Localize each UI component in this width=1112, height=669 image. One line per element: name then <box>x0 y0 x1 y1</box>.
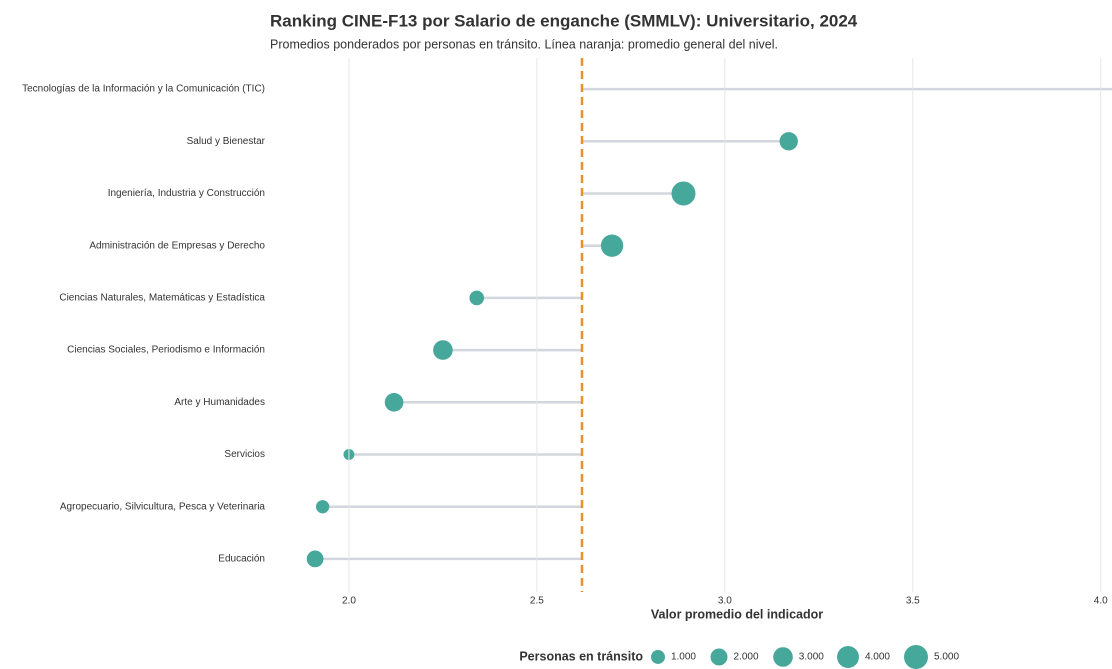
legend-label: 2.000 <box>734 652 759 663</box>
x-tick-label: 4.0 <box>1094 596 1108 607</box>
y-tick-label: Arte y Humanidades <box>174 397 265 408</box>
dot <box>671 181 696 206</box>
dot <box>384 392 404 412</box>
legend-label: 5.000 <box>934 652 959 663</box>
legend-dot <box>837 646 859 668</box>
y-tick-label: Ingeniería, Industria y Construcción <box>108 188 265 199</box>
dot <box>306 550 324 568</box>
x-axis-title: Valor promedio del indicador <box>651 607 823 621</box>
legend-dot <box>904 645 928 669</box>
dot <box>315 500 330 514</box>
y-tick-label: Servicios <box>224 449 265 460</box>
x-tick-label: 3.5 <box>906 596 920 607</box>
y-tick-label: Ciencias Naturales, Matemáticas y Estadí… <box>59 293 265 304</box>
plot-area <box>306 87 1112 568</box>
dot <box>600 234 624 257</box>
y-tick-label: Ciencias Sociales, Periodismo e Informac… <box>67 345 265 356</box>
dot <box>433 340 453 360</box>
legend-label: 4.000 <box>865 652 890 663</box>
y-tick-label: Educación <box>218 554 265 565</box>
x-tick-label: 2.0 <box>342 596 356 607</box>
legend-label: 3.000 <box>799 652 824 663</box>
chart-title: Ranking CINE-F13 por Salario de enganche… <box>270 11 858 30</box>
y-tick-label: Administración de Empresas y Derecho <box>89 240 265 251</box>
chart-subtitle: Promedios ponderados por personas en trá… <box>270 37 778 51</box>
y-tick-label: Salud y Bienestar <box>187 136 266 147</box>
legend-dot <box>710 648 728 666</box>
legend-dot <box>773 647 793 667</box>
x-tick-label: 2.5 <box>530 596 544 607</box>
dot <box>779 132 798 151</box>
legend-title: Personas en tránsito <box>519 649 643 663</box>
legend-label: 1.000 <box>671 652 696 663</box>
legend-dot <box>651 650 665 664</box>
y-tick-label: Tecnologías de la Información y la Comun… <box>22 84 265 95</box>
y-tick-label: Agropecuario, Silvicultura, Pesca y Vete… <box>60 501 266 512</box>
dot <box>469 290 485 306</box>
x-tick-label: 3.0 <box>718 596 732 607</box>
